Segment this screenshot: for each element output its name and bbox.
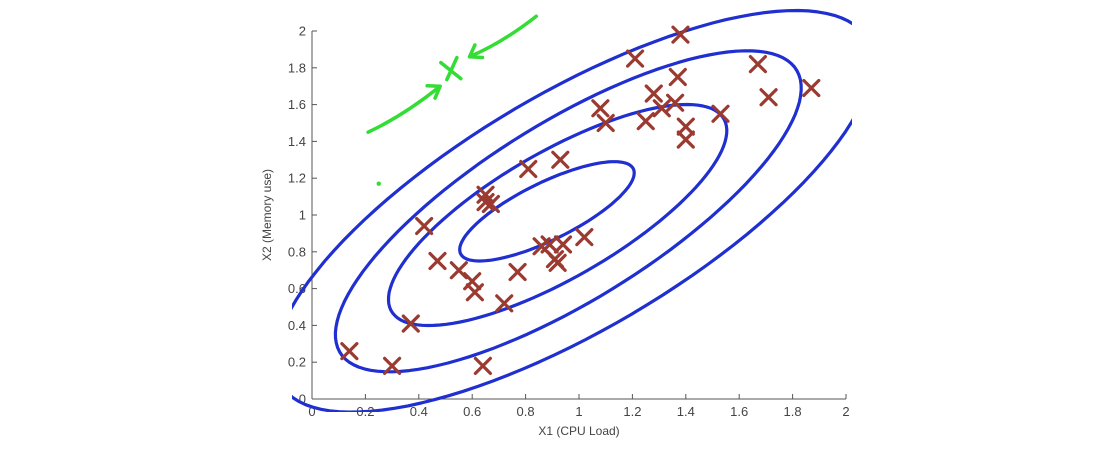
- y-tick-labels: 00.20.40.60.811.21.41.61.82: [288, 24, 306, 407]
- data-point: [748, 55, 767, 74]
- y-tick-label: 0.2: [288, 355, 306, 370]
- data-point: [519, 159, 538, 179]
- x-tick-label: 1.4: [677, 404, 695, 419]
- y-tick-label: 2: [299, 24, 306, 39]
- data-point: [551, 150, 570, 169]
- contour-outer: [292, 8, 852, 412]
- data-point: [711, 104, 730, 123]
- data-point: [652, 99, 671, 118]
- data-point: [575, 227, 594, 247]
- data-point: [383, 356, 402, 375]
- green-arrow-in: [366, 84, 442, 134]
- data-point: [591, 99, 610, 118]
- data-point: [676, 117, 695, 136]
- data-point: [625, 49, 645, 68]
- data-point: [636, 112, 655, 131]
- data-points: [340, 25, 821, 375]
- tick-marks: [311, 30, 847, 400]
- x-tick-label: 1.2: [623, 404, 641, 419]
- y-tick-label: 1.2: [288, 171, 306, 186]
- data-point: [802, 78, 821, 98]
- x-tick-label: 0.6: [463, 404, 481, 419]
- x-tick-label: 1: [575, 404, 582, 419]
- y-tick-label: 0: [299, 392, 306, 407]
- y-tick-label: 1.6: [288, 97, 306, 112]
- x-tick-label: 0.4: [410, 404, 428, 419]
- x-tick-label: 0: [308, 404, 315, 419]
- data-point: [540, 235, 559, 254]
- data-point: [644, 84, 663, 103]
- data-point: [415, 216, 434, 236]
- data-point: [759, 88, 778, 107]
- x-tick-label: 1.8: [784, 404, 802, 419]
- x-tick-labels: 0 0.2 0.4 0.6 0.8 1 1.2 1.4 1.6 1.8 2: [308, 404, 849, 419]
- data-point: [671, 25, 690, 44]
- y-tick-label: 1: [299, 208, 306, 223]
- data-point: [548, 253, 567, 272]
- contour-third: [333, 49, 803, 374]
- handwritten-annotations: [366, 14, 539, 186]
- data-point: [473, 356, 492, 375]
- data-point: [481, 194, 500, 214]
- y-tick-label: 1.8: [288, 60, 306, 75]
- data-point: [401, 314, 420, 333]
- y-tick-label: 0.8: [288, 244, 306, 259]
- y-tick-label: 1.4: [288, 134, 306, 149]
- x-tick-label: 2: [842, 404, 849, 419]
- x-axis-label: X1 (CPU Load): [538, 424, 619, 438]
- data-point: [428, 251, 447, 271]
- data-point: [476, 193, 495, 212]
- green-arrow-out: [467, 14, 539, 60]
- data-point: [449, 261, 468, 280]
- y-tick-label: 0.4: [288, 318, 306, 333]
- data-point: [676, 130, 695, 149]
- data-point: [476, 185, 495, 204]
- density-contours: [292, 8, 852, 412]
- x-tick-label: 1.6: [730, 404, 748, 419]
- data-point: [340, 342, 359, 361]
- data-point: [666, 93, 685, 112]
- x-tick-label: 0.8: [517, 404, 535, 419]
- green-dot: [376, 181, 381, 186]
- data-point: [668, 67, 687, 87]
- green-x-mark: [439, 55, 463, 82]
- data-point: [553, 235, 573, 254]
- data-point: [596, 113, 615, 133]
- contour-second: [386, 102, 729, 328]
- data-point: [495, 294, 514, 313]
- contour-inner: [458, 160, 636, 263]
- y-axis-label: X2 (Memory use): [260, 169, 274, 261]
- data-point: [508, 262, 527, 282]
- data-point: [465, 283, 484, 302]
